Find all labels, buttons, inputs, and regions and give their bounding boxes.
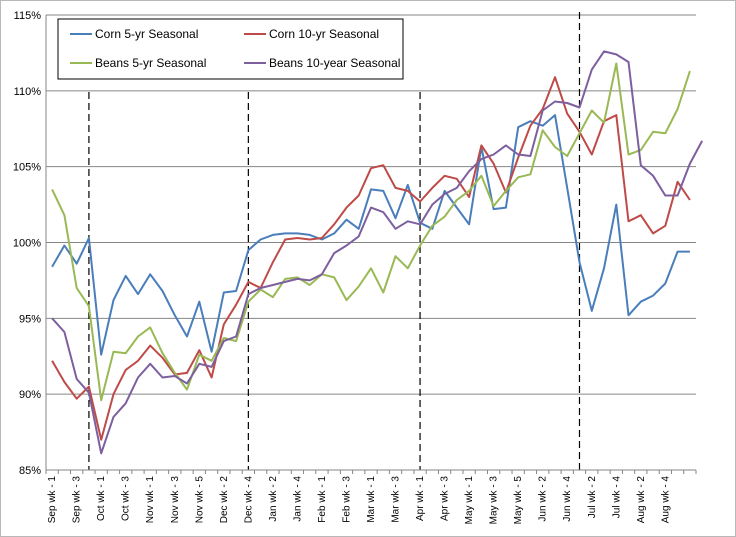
x-tick-label: May wk - 5 bbox=[513, 476, 524, 525]
x-tick-label: Apr wk - 3 bbox=[440, 476, 451, 521]
x-tick-label: Dec wk - 4 bbox=[243, 476, 254, 524]
axes bbox=[45, 15, 697, 474]
x-tick-label: Nov wk - 3 bbox=[170, 476, 181, 524]
series-line bbox=[51, 76, 691, 441]
x-tick-label: Sep wk - 1 bbox=[47, 476, 58, 524]
series-lines bbox=[51, 50, 703, 455]
x-tick-label: Dec wk - 2 bbox=[219, 476, 230, 524]
legend-label: Corn 5-yr Seasonal bbox=[95, 27, 198, 41]
x-tick-label: Apr wk - 1 bbox=[415, 476, 426, 521]
x-tick-label: Aug wk - 2 bbox=[636, 476, 647, 524]
x-tick-label: Jun wk - 4 bbox=[562, 476, 573, 522]
y-tick-label: 105% bbox=[13, 162, 41, 174]
series-line bbox=[51, 62, 691, 402]
x-tick-label: Jan wk - 4 bbox=[292, 476, 303, 522]
x-tick-label: Feb wk - 1 bbox=[317, 476, 328, 523]
y-tick-label: 90% bbox=[19, 389, 41, 401]
legend-label: Beans 10-year Seasonal bbox=[269, 56, 400, 70]
y-tick-label: 85% bbox=[19, 465, 41, 477]
legend-label: Beans 5-yr Seasonal bbox=[95, 56, 206, 70]
x-tick-label: Mar wk - 3 bbox=[391, 476, 402, 523]
series-line bbox=[51, 114, 690, 356]
x-tick-label: Feb wk - 3 bbox=[342, 476, 353, 523]
x-tick-label: Jun wk - 2 bbox=[538, 476, 549, 522]
x-tick-label: Nov wk - 5 bbox=[194, 476, 205, 524]
x-tick-label: Sep wk - 3 bbox=[72, 476, 83, 524]
x-tick-label: Oct wk - 1 bbox=[96, 476, 107, 521]
y-axis-ticks: 85% 90% 95% 100% 105% 110% 115% bbox=[13, 10, 41, 477]
x-tick-label: Jan wk - 2 bbox=[268, 476, 279, 522]
x-tick-label: Jul wk - 4 bbox=[611, 476, 622, 519]
legend-box bbox=[57, 18, 404, 80]
x-tick-label: Oct wk - 3 bbox=[121, 476, 132, 521]
y-tick-label: 95% bbox=[19, 313, 41, 325]
series-line bbox=[51, 50, 703, 455]
legend-label: Corn 10-yr Seasonal bbox=[269, 27, 379, 41]
y-tick-label: 100% bbox=[13, 238, 41, 250]
y-tick-label: 115% bbox=[14, 10, 42, 22]
x-axis-ticks: Sep wk - 1 Sep wk - 3 Oct wk - 1 Oct wk - 3… bbox=[47, 476, 671, 525]
legend: Corn 5-yr Seasonal Corn 10-yr Seasonal Bea… bbox=[57, 18, 404, 80]
x-tick-label: Jul wk - 2 bbox=[587, 476, 598, 519]
gridlines bbox=[46, 14, 696, 471]
x-tick-label: Nov wk - 1 bbox=[145, 476, 156, 524]
x-tick-label: Aug wk - 4 bbox=[660, 476, 671, 524]
y-tick-label: 110% bbox=[14, 86, 42, 98]
x-tick-label: Mar wk - 1 bbox=[366, 476, 377, 523]
x-tick-label: May wk - 3 bbox=[489, 476, 500, 525]
x-tick-label: May wk - 1 bbox=[464, 476, 475, 525]
